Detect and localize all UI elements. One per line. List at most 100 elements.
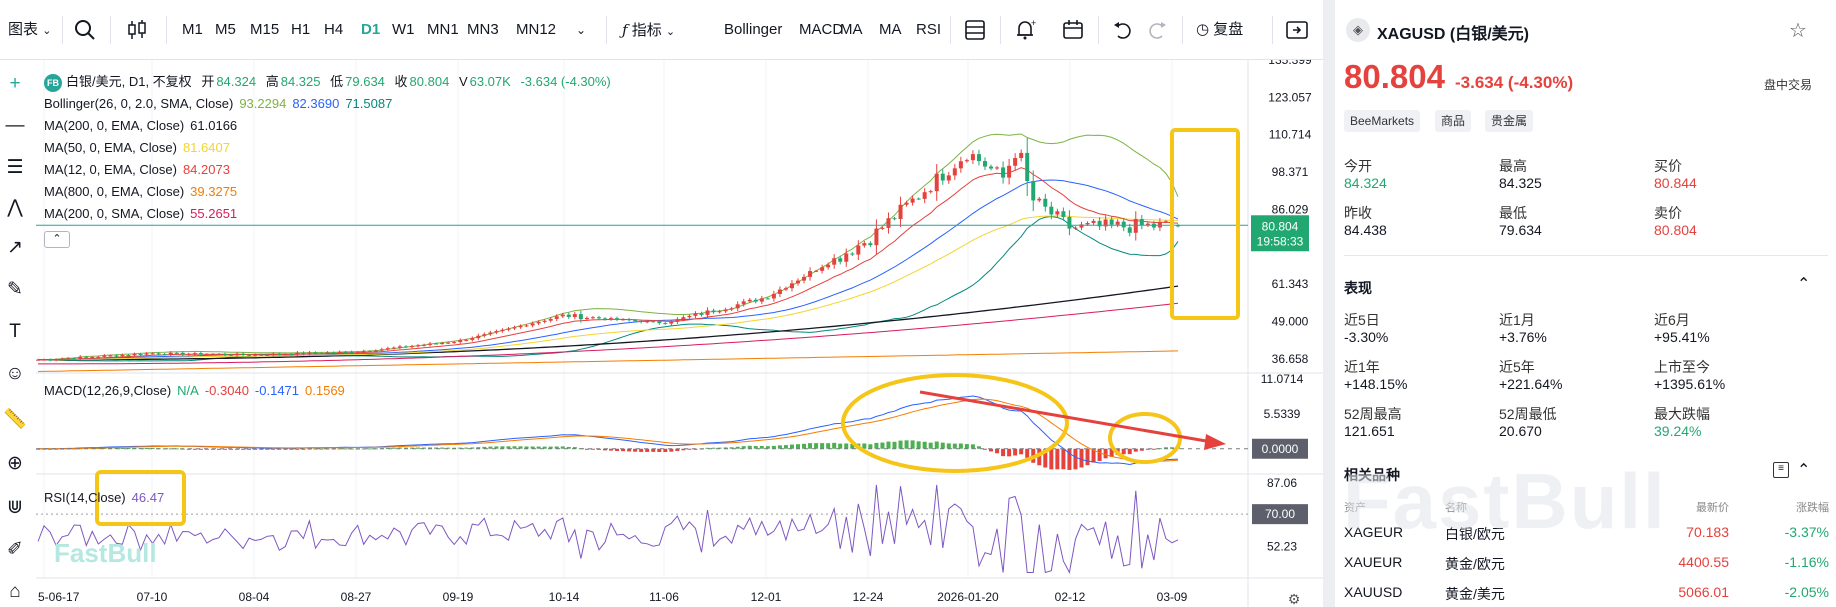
macd-histogram-bar (1085, 448, 1090, 466)
timeframe-mn1[interactable]: MN1 (427, 21, 459, 38)
exit-fullscreen-icon[interactable] (1284, 17, 1310, 43)
crosshair-icon[interactable]: + (9, 73, 21, 94)
layout-icon[interactable] (962, 17, 988, 43)
macd-histogram-bar (753, 446, 758, 449)
macd-histogram-bar (796, 444, 800, 449)
performance-collapse-icon[interactable]: ⌃ (1797, 276, 1811, 293)
alert-icon[interactable]: + (1012, 17, 1038, 43)
candle-body (862, 243, 867, 246)
candle-body (602, 318, 607, 320)
related-row[interactable]: XAUEUR 黄金/欧元 4400.55 -1.16% (1344, 548, 1829, 578)
macd-histogram-bar (313, 448, 318, 450)
related-symbol: XAUEUR (1344, 554, 1403, 570)
timeframe-h4[interactable]: H4 (324, 21, 344, 38)
chart-type-dropdown[interactable]: 图表 ⌄ (8, 18, 51, 42)
quote-label: 买价 (1654, 158, 1682, 174)
indicators-button[interactable]: ƒ 指标 ⌄ (622, 18, 675, 42)
line-tool-icon[interactable]: — (5, 115, 25, 136)
macd-histogram-bar (880, 442, 885, 449)
candle-body (222, 354, 227, 356)
timeframe-m5[interactable]: M5 (215, 21, 236, 38)
candle-body (928, 191, 933, 193)
performance-value: 39.24% (1654, 423, 1702, 439)
magnet-icon[interactable]: ⋓ (7, 497, 23, 518)
chart-settings-gear-icon[interactable]: ⚙ (1288, 591, 1301, 607)
candle-body (1163, 221, 1168, 223)
search-icon[interactable] (72, 17, 98, 43)
replay-button[interactable]: ◷ 复盘 (1196, 18, 1243, 42)
indicator-button-ma-3[interactable]: MA (879, 21, 902, 38)
toolbar-divider (1182, 16, 1183, 44)
macd-histogram-bar (1049, 448, 1054, 470)
related-price: 5066.01 (1678, 584, 1729, 600)
candle-body (349, 351, 354, 353)
candle-body (735, 304, 740, 309)
chart-plot[interactable]: 135.399123.057110.71498.37186.02973.6866… (0, 0, 1323, 607)
legend-collapse-button[interactable]: ⌃ (44, 231, 70, 248)
fib-tool-icon[interactable]: ☰ (6, 157, 24, 178)
function-icon: ƒ (622, 21, 628, 39)
timeframe-m1[interactable]: M1 (182, 21, 203, 38)
macd-histogram-bar (385, 447, 390, 449)
candlestick-icon[interactable] (124, 17, 150, 43)
timeframe-d1[interactable]: D1 (361, 21, 381, 38)
trash-icon[interactable]: ⌂ (9, 581, 21, 602)
related-row[interactable]: XAGEUR 白银/欧元 70.183 -3.37% (1344, 518, 1829, 548)
macd-histogram-bar (1127, 448, 1132, 455)
related-row[interactable]: XAUUSD 黄金/美元 5066.01 -2.05% (1344, 578, 1829, 607)
timeframe-h1[interactable]: H1 (291, 21, 311, 38)
timeframe-m15[interactable]: M15 (250, 21, 280, 38)
countdown-label: 19:58:33 (1257, 234, 1304, 248)
candle-body (114, 355, 119, 357)
brush-icon[interactable]: ✎ (7, 279, 23, 300)
candle-body (1013, 158, 1018, 166)
text-tool-icon[interactable]: T (9, 321, 21, 342)
replay-icon: ◷ (1196, 21, 1210, 38)
macd-line-value: -0.1471 (254, 383, 300, 398)
timeframe-mn3[interactable]: MN3 (467, 21, 499, 38)
ruler-icon[interactable]: 📏 (3, 409, 27, 430)
last-price: 80.804 (1344, 58, 1445, 95)
candle-body (705, 310, 710, 315)
candle-body (832, 258, 837, 265)
emoji-icon[interactable]: ☺ (5, 363, 25, 384)
macd-histogram-bar (705, 447, 710, 449)
timeframe-mn12[interactable]: MN12 (516, 21, 557, 38)
indicator-button-rsi-4[interactable]: RSI (916, 21, 942, 38)
calendar-replay-icon[interactable] (1060, 17, 1086, 43)
undo-icon[interactable] (1110, 17, 1136, 43)
macd-histogram-bar (892, 441, 897, 449)
quote-label: 最低 (1499, 205, 1527, 221)
candle-body (1127, 227, 1132, 233)
favorite-star-icon[interactable]: ☆ (1789, 20, 1807, 42)
macd-histogram-bar (904, 440, 909, 449)
candle-body (313, 352, 318, 354)
indicator-button-bollinger-0[interactable]: Bollinger (724, 21, 783, 38)
macd-histogram-bar (1163, 447, 1168, 449)
lock-drawing-icon[interactable]: ✐ (7, 539, 23, 560)
candle-body (777, 289, 782, 294)
macd-histogram-bar (862, 443, 867, 449)
symbol-tag: 商品 (1435, 110, 1472, 132)
indicator-button-macd-1[interactable]: MACD (799, 21, 844, 38)
related-list-icon[interactable]: ≡ (1773, 462, 1789, 478)
quote-value: 84.438 (1344, 222, 1387, 238)
timeframe-more-chevron[interactable]: ⌄ (576, 23, 587, 37)
zoom-in-icon[interactable]: ⊕ (7, 453, 23, 474)
candle-body (48, 359, 53, 361)
candle-body (150, 353, 155, 355)
chart-area: 135.399123.057110.71498.37186.02973.6866… (0, 0, 1323, 607)
pattern-tool-icon[interactable]: ⋀ (7, 197, 23, 218)
macd-histogram-bar (602, 448, 607, 451)
candle-body (397, 346, 402, 348)
arrow-tool-icon[interactable]: ↗ (7, 237, 23, 258)
quote-label: 昨收 (1344, 205, 1372, 221)
redo-icon[interactable] (1144, 17, 1170, 43)
ma12-line (38, 167, 1179, 361)
indicator-button-ma-2[interactable]: MA (840, 21, 863, 38)
timeframe-w1[interactable]: W1 (392, 21, 415, 38)
chart-type-label: 图表 (8, 21, 39, 38)
related-collapse-icon[interactable]: ⌃ (1797, 462, 1811, 479)
macd-histogram-bar (120, 447, 125, 449)
candle-body (820, 267, 825, 271)
